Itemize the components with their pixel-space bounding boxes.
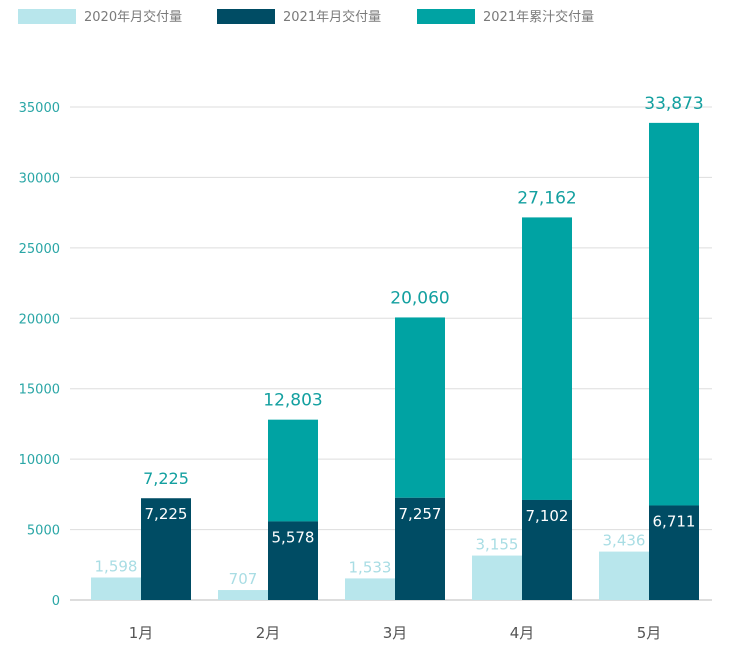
y-tick-label: 25000 [19, 242, 60, 257]
x-category-label: 1月 [129, 624, 154, 642]
legend-swatch-2020 [18, 9, 76, 24]
legend-swatch-cumulative [417, 9, 475, 24]
bar-cumulative-5 [649, 122, 699, 506]
label-2021-5: 6,711 [653, 512, 696, 530]
label-2020-2: 707 [229, 570, 258, 588]
y-tick-label: 10000 [19, 453, 60, 468]
label-2020-5: 3,436 [603, 532, 646, 550]
data-labels: 1,598 7,225 7,225 707 5,578 12,803 1,533 7,257 2… [95, 94, 704, 588]
x-axis-categories: 1月 2月 3月 4月 5月 [129, 624, 662, 642]
bar-2021-2 [268, 521, 318, 600]
x-category-label: 2月 [256, 624, 281, 642]
label-2020-1: 1,598 [95, 557, 138, 575]
bar-2021-4 [522, 499, 572, 600]
x-category-label: 5月 [637, 624, 662, 642]
label-2021-4: 7,102 [526, 507, 569, 525]
label-cumulative-4: 27,162 [517, 188, 576, 208]
bar-2021-3 [395, 497, 445, 600]
y-axis-ticks: 0 5000 10000 15000 20000 25000 30000 35000 [19, 101, 60, 609]
y-tick-label: 0 [52, 594, 60, 609]
label-cumulative-5: 33,873 [644, 94, 703, 114]
bars [91, 122, 699, 600]
legend-label-2021: 2021年月交付量 [283, 9, 381, 25]
label-2021-1: 7,225 [145, 505, 188, 523]
label-2021-2: 5,578 [272, 528, 315, 546]
y-tick-label: 30000 [19, 171, 60, 186]
bar-2021-5 [649, 505, 699, 600]
bar-cumulative-3 [395, 317, 445, 498]
legend-label-cumulative: 2021年累汁交付量 [483, 9, 594, 25]
x-category-label: 3月 [383, 624, 408, 642]
label-cumulative-2: 12,803 [263, 391, 322, 411]
label-cumulative-3: 20,060 [390, 288, 449, 308]
bar-2021-1 [141, 498, 191, 600]
bar-2020-3 [345, 578, 395, 600]
y-tick-label: 5000 [27, 524, 60, 539]
y-tick-label: 35000 [19, 101, 60, 116]
x-category-label: 4月 [510, 624, 535, 642]
bar-2020-2 [218, 590, 268, 600]
label-2020-3: 1,533 [349, 558, 392, 576]
label-2021-3: 7,257 [399, 505, 442, 523]
bar-cumulative-4 [522, 217, 572, 500]
bar-2020-4 [472, 555, 522, 600]
bar-2020-1 [91, 577, 141, 600]
legend: 2020年月交付量 2021年月交付量 2021年累汁交付量 [18, 9, 594, 25]
y-tick-label: 15000 [19, 383, 60, 398]
label-cumulative-1: 7,225 [143, 469, 189, 488]
bar-cumulative-2 [268, 419, 318, 522]
label-2020-4: 3,155 [476, 536, 519, 554]
y-tick-label: 20000 [19, 312, 60, 327]
legend-swatch-2021 [217, 9, 275, 24]
legend-label-2020: 2020年月交付量 [84, 9, 182, 25]
bar-2020-5 [599, 551, 649, 600]
